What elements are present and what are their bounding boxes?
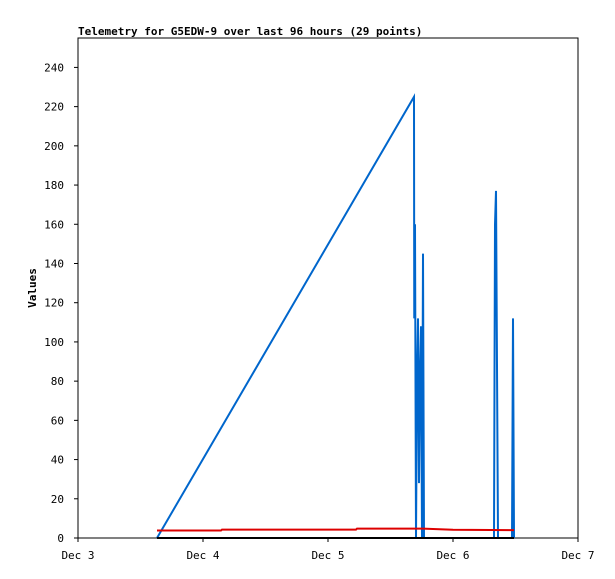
y-tick-label: 200 — [44, 140, 64, 153]
x-tick-label: Dec 5 — [311, 549, 344, 562]
series-line — [157, 527, 515, 532]
y-tick-label: 20 — [51, 493, 64, 506]
y-tick-label: 220 — [44, 101, 64, 114]
y-tick-label: 80 — [51, 375, 64, 388]
y-tick-label: 160 — [44, 218, 64, 231]
y-tick-label: 180 — [44, 179, 64, 192]
y-tick-label: 140 — [44, 257, 64, 270]
y-tick-label: 100 — [44, 336, 64, 349]
x-tick-label: Dec 7 — [561, 549, 594, 562]
y-tick-label: 40 — [51, 454, 64, 467]
y-tick-label: 120 — [44, 297, 64, 310]
y-tick-label: 0 — [57, 532, 64, 545]
x-tick-label: Dec 4 — [186, 549, 219, 562]
chart-title: Telemetry for G5EDW-9 over last 96 hours… — [78, 25, 422, 38]
x-tick-label: Dec 3 — [61, 549, 94, 562]
y-tick-label: 240 — [44, 61, 64, 74]
y-axis-label: Values — [26, 268, 39, 308]
x-tick-label: Dec 6 — [436, 549, 469, 562]
y-tick-label: 60 — [51, 414, 64, 427]
